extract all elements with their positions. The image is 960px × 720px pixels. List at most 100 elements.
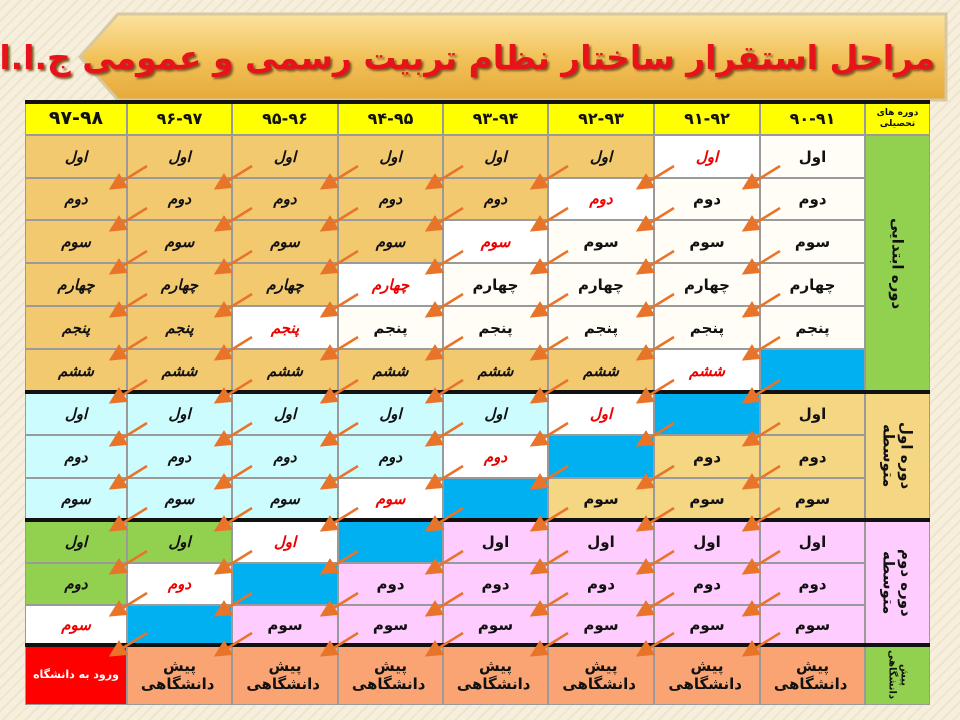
cell-text: چهارم (472, 275, 519, 294)
grade-cell: دوم (25, 178, 127, 220)
cell-text: دوم (483, 190, 508, 208)
grade-cell: چهارم (25, 263, 127, 306)
cell-text: ۹۵-۹۶ (262, 108, 308, 128)
cell-text: دوم (64, 575, 88, 593)
grade-cell: دوم (338, 435, 443, 478)
grade-cell: اول (548, 135, 654, 178)
grade-cell: اول (548, 392, 654, 435)
cell-text: چهارم (684, 275, 730, 294)
cell-text: پیش دانشگاهی (668, 657, 742, 693)
year-header: ۹۲-۹۳ (548, 102, 654, 135)
cell-text: پیش دانشگاهی (456, 657, 531, 693)
grade-cell: دوم (654, 178, 760, 220)
grade-cell: پیش دانشگاهی (232, 645, 338, 705)
grade-cell: دوم (443, 435, 548, 478)
grade-cell: چهارم (127, 263, 232, 306)
cell-text: سوم (61, 232, 91, 251)
cell-text: ششم (372, 361, 409, 380)
grade-cell: پیش دانشگاهی (127, 645, 232, 705)
grade-cell: دوم (232, 178, 338, 220)
grade-cell: دوم (127, 178, 232, 220)
grade-cell: اول (443, 392, 548, 435)
cell-text: اول (379, 404, 402, 423)
grade-cell (338, 520, 443, 563)
grade-cell: اول (127, 392, 232, 435)
grade-cell: اول (654, 135, 760, 178)
grade-cell: سوم (338, 478, 443, 520)
cell-text: اول (64, 147, 88, 166)
grade-cell: اول (760, 135, 865, 178)
grade-cell: سوم (654, 220, 760, 263)
cell-text: پنجم (373, 318, 408, 337)
cell-text: دوره اول متوسطه (879, 422, 916, 490)
grade-cell: دوم (443, 563, 548, 605)
grade-cell: اول (232, 392, 338, 435)
cell-text: اول (273, 147, 297, 166)
cell-text: دوم (167, 447, 192, 466)
cell-text: سوم (270, 232, 300, 251)
grade-cell: اول (654, 520, 760, 563)
cell-text: ۹۲-۹۳ (578, 108, 624, 128)
cell-text: ششم (267, 361, 303, 380)
cell-text: دوم (167, 190, 192, 208)
cell-text: دوم (481, 575, 510, 593)
grade-cell: چهارم (760, 263, 865, 306)
grade-cell: سوم (654, 478, 760, 520)
cell-text: سوم (794, 490, 831, 508)
grade-cell: دوم (232, 435, 338, 478)
cell-text: سوم (583, 616, 619, 634)
grade-cell: سوم (25, 220, 127, 263)
cell-text: ورود به دانشگاه (33, 668, 119, 682)
cell-text: اول (273, 532, 297, 551)
cell-text: پیش دانشگاهی (886, 650, 910, 700)
cell-text: پنجم (61, 318, 91, 337)
grade-cell: پنجم (25, 306, 127, 349)
grade-cell: اول (338, 392, 443, 435)
cell-text: اول (798, 147, 827, 166)
cell-text: سوم (375, 232, 406, 251)
grade-cell: دوم (338, 563, 443, 605)
grade-cell: سوم (443, 220, 548, 263)
grade-cell: دوم (443, 178, 548, 220)
section-label: دوره اول متوسطه (865, 392, 930, 520)
grade-cell: دوم (25, 435, 127, 478)
grade-cell: دوم (127, 563, 232, 605)
cell-text: دوم (378, 447, 403, 466)
cell-text: سوم (164, 490, 195, 508)
cell-text: اول (798, 532, 827, 551)
grade-cell: چهارم (654, 263, 760, 306)
cell-text: پنجم (583, 318, 619, 337)
cell-text: ششم (58, 361, 94, 380)
cell-text: دوم (798, 190, 827, 208)
cell-text: دوم (64, 447, 88, 466)
cell-text: پنجم (795, 318, 830, 337)
grade-cell: دوم (548, 563, 654, 605)
grade-cell: اول (25, 520, 127, 563)
grade-cell (760, 349, 865, 392)
cell-text: اول (168, 404, 191, 423)
grade-cell: سوم (443, 605, 548, 645)
cell-text: دوم (798, 447, 827, 466)
cell-text: پیش دانشگاهی (773, 657, 848, 693)
cell-text: سوم (689, 616, 725, 634)
cell-text: اول (481, 532, 510, 551)
cell-text: ششم (477, 361, 514, 380)
year-header: ۹۴-۹۵ (338, 102, 443, 135)
year-header: ۹۱-۹۲ (654, 102, 760, 135)
cell-text: چهارم (57, 275, 95, 294)
grade-cell: دوم (654, 435, 760, 478)
title: مراحل استقرار ساختار نظام تربیت رسمی و ع… (0, 38, 935, 77)
grade-cell: چهارم (338, 263, 443, 306)
cell-text: سوم (794, 616, 831, 634)
cell-text: پنجم (689, 318, 725, 337)
cell-text: اول (168, 532, 191, 551)
cell-text: سوم (267, 616, 303, 634)
grade-cell: سوم (25, 478, 127, 520)
grade-cell: سوم (25, 605, 127, 645)
grade-cell: اول (232, 135, 338, 178)
grade-cell: پیش دانشگاهی (338, 645, 443, 705)
year-header: ۹۶-۹۷ (127, 102, 232, 135)
grade-cell: پنجم (654, 306, 760, 349)
grade-cell: پنجم (548, 306, 654, 349)
cell-text: سوم (61, 616, 91, 634)
